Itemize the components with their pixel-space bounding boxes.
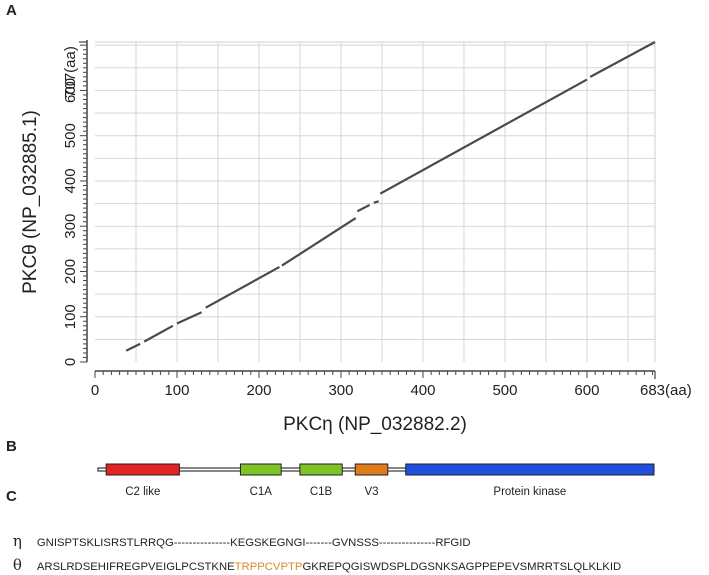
x-end-label: 683(aa): [640, 382, 692, 399]
domain-box: [405, 463, 655, 476]
domain-label: C1A: [250, 486, 273, 498]
y-tick-label: 200: [62, 259, 79, 284]
y-tick-label: 0: [62, 358, 79, 366]
panel-b-label: B: [6, 438, 17, 455]
y-end-label: 707(aa): [62, 46, 79, 98]
domain-box: [299, 463, 343, 476]
domain-label: V3: [364, 486, 378, 498]
theta-sequence: ARSLRDSEHIFREGPVEIGLPCSTKNETRPPCVPTPGKRE…: [37, 561, 621, 573]
y-tick-label: 400: [62, 168, 79, 193]
domain-box: [105, 463, 180, 476]
y-axis-title: PKCθ (NP_032885.1): [20, 110, 41, 294]
domain-label: Protein kinase: [493, 486, 566, 498]
x-axis-title: PKCη (NP_032882.2): [283, 414, 467, 435]
x-tick-label: 400: [410, 382, 435, 399]
plot-labels: 0 100 200 300 400 500 600 683(aa) 0 100 200 300 400 5…: [20, 46, 692, 435]
alignment-segment: [125, 342, 141, 352]
panel-c-label: C: [6, 488, 17, 505]
domain-label: C1B: [310, 486, 333, 498]
domain-box: [354, 463, 389, 476]
x-tick-label: 500: [492, 382, 517, 399]
theta-label: θ: [12, 556, 22, 574]
theta-sequence-pre: ARSLRDSEHIFREGPVEIGLPCSTKNE: [36, 561, 235, 573]
x-tick-label: 300: [328, 382, 353, 399]
eta-label: η: [12, 532, 22, 550]
alignment-segment: [379, 78, 588, 195]
theta-sequence-highlight: TRPPCVPTP: [234, 561, 303, 573]
domain-diagram: C2 like C1A C1B V3 Protein kinase: [97, 463, 655, 498]
eta-sequence: GNISPTSKLISRSTLRRQG---------------KEGSKE…: [36, 537, 471, 549]
alignment-segment: [373, 200, 379, 204]
alignment-segment: [281, 217, 357, 267]
alignment-segment: [589, 41, 656, 78]
alignment-segment: [205, 265, 281, 309]
theta-sequence-post: GKREPQGISWDSPLDGSNKSAGPPEPEVSMRRTSLQLKLK…: [302, 561, 622, 573]
y-tick-label: 100: [62, 304, 79, 329]
alignment-segment: [143, 324, 174, 343]
plot-axes: [79, 40, 656, 379]
domain-box: [239, 463, 282, 476]
x-tick-label: 100: [164, 382, 189, 399]
x-tick-label: 0: [91, 382, 99, 399]
eta-sequence-row: η GNISPTSKLISRSTLRRQG---------------KEGSK…: [4, 514, 471, 551]
plot-data: [125, 41, 656, 352]
y-tick-label: 600: [62, 78, 79, 103]
alignment-segment: [356, 203, 371, 213]
domain-label: C2 like: [125, 486, 160, 498]
y-tick-label: 300: [62, 214, 79, 239]
dot-plot: 0 100 200 300 400 500 600 683(aa) 0 100 200 300 400 5…: [20, 40, 692, 435]
x-tick-label: 600: [574, 382, 599, 399]
alignment-segment: [176, 311, 203, 325]
plot-grid: [95, 41, 656, 362]
y-tick-label: 500: [62, 123, 79, 148]
x-tick-label: 200: [246, 382, 271, 399]
theta-sequence-row: θ ARSLRDSEHIFREGPVEIGLPCSTKNETRPPCVPTPGKR…: [4, 538, 621, 575]
panel-a-label: A: [6, 2, 17, 19]
